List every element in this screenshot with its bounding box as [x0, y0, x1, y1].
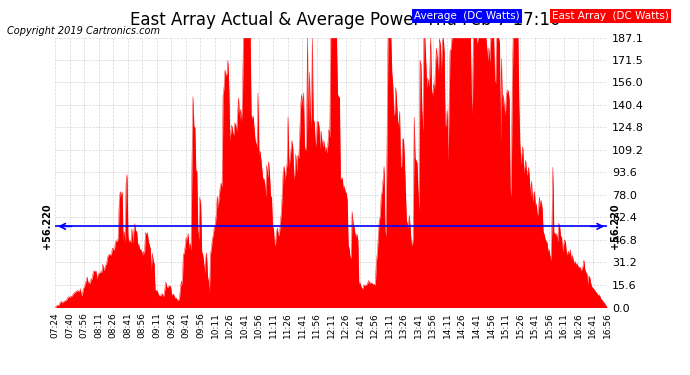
- Text: +56.220: +56.220: [43, 204, 52, 249]
- Text: Average  (DC Watts): Average (DC Watts): [414, 11, 520, 21]
- Text: East Array  (DC Watts): East Array (DC Watts): [552, 11, 669, 21]
- Text: +56.220: +56.220: [610, 204, 620, 249]
- Text: East Array Actual & Average Power Thu Feb 7 17:10: East Array Actual & Average Power Thu Fe…: [130, 11, 560, 29]
- Text: Copyright 2019 Cartronics.com: Copyright 2019 Cartronics.com: [7, 26, 160, 36]
